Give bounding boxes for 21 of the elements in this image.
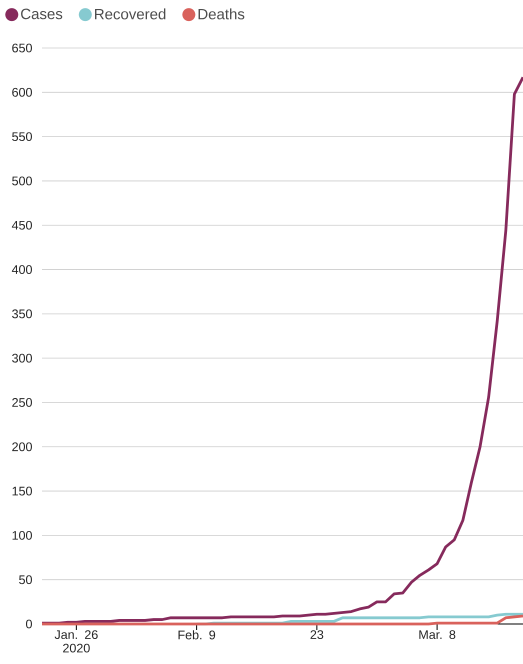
y-tick-label: 400 — [12, 265, 32, 274]
x-tick-label: Feb. 9 — [178, 630, 216, 640]
legend-label: Cases — [21, 8, 62, 20]
y-tick-label: 150 — [12, 486, 32, 496]
y-tick-label: 550 — [12, 132, 32, 142]
x-tick-label: 23 — [310, 630, 324, 640]
y-tick-label: 450 — [12, 220, 32, 230]
y-tick-label: 0 — [26, 620, 32, 628]
y-tick-label: 650 — [12, 44, 32, 52]
y-tick-label: 200 — [12, 442, 32, 452]
y-tick-label: 500 — [12, 176, 32, 186]
y-tick-label: 50 — [19, 575, 32, 584]
legend-label: Deaths — [198, 8, 244, 20]
y-tick-label: 100 — [12, 530, 32, 540]
x-tick-label: Mar. 8 — [419, 630, 456, 640]
y-tick-label: 600 — [12, 88, 32, 97]
legend-label: Recovered — [95, 8, 166, 20]
y-tick-label: 250 — [12, 398, 32, 407]
y-tick-label: 350 — [12, 309, 32, 318]
y-tick-label: 300 — [12, 354, 32, 363]
x-tick-label: Jan. 26 2020 — [54, 630, 98, 653]
